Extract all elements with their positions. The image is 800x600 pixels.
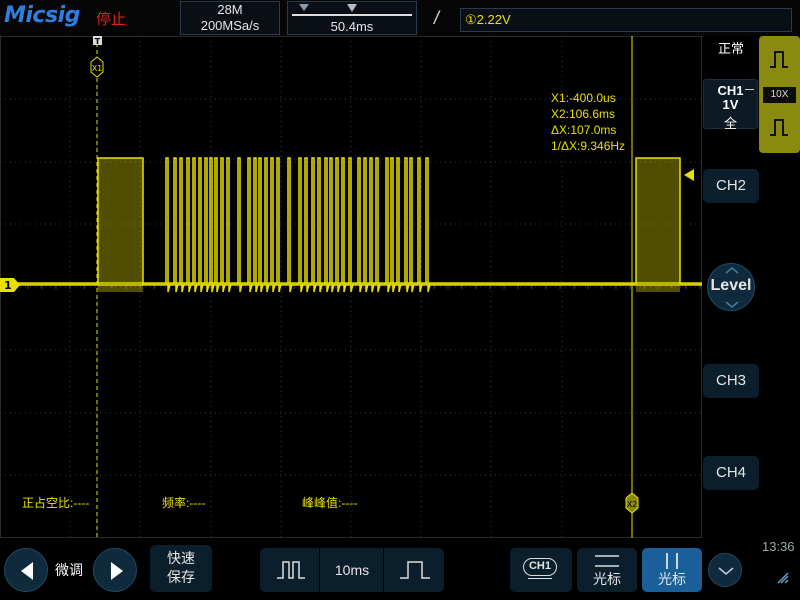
arrow-right-icon xyxy=(111,562,123,580)
cursor-readout-dx: ΔX:107.0ms xyxy=(551,123,617,137)
ch4-button[interactable]: CH4 xyxy=(703,456,759,490)
quick-save-label-1: 快速 xyxy=(167,550,195,566)
chevron-up-icon xyxy=(725,267,739,274)
clock: 13:36 xyxy=(762,539,795,554)
horizontal-cursor-button[interactable]: 光标 xyxy=(577,548,637,592)
cursor-x1-marker[interactable]: X1 xyxy=(90,56,104,78)
horizontal-cursor-icon xyxy=(595,555,619,567)
quick-save-label-2: 保存 xyxy=(167,569,195,585)
top-bar: Micsig 停止 28M 200MSa/s 50.4ms / ①2.22V xyxy=(0,0,800,36)
trigger-source: ① xyxy=(465,12,477,27)
trigger-level-box[interactable]: ①2.22V xyxy=(460,8,792,32)
trigger-position-marker[interactable]: T xyxy=(93,36,102,46)
probe-ratio[interactable]: 10X xyxy=(763,87,796,103)
horizontal-cursor-label: 光标 xyxy=(593,571,621,587)
waveform-display[interactable]: X1 T X2 1 xyxy=(0,36,702,538)
rising-edge-icon[interactable]: / xyxy=(434,8,440,28)
wide-pulse-icon xyxy=(400,561,430,579)
cursor-source-button[interactable]: CH1 xyxy=(510,548,572,592)
usb-icon xyxy=(777,572,789,584)
collapse-menu-button[interactable] xyxy=(708,553,742,587)
chevron-down-icon xyxy=(718,567,734,575)
dc-coupling-icon xyxy=(745,89,754,90)
memory-samplerate-box[interactable]: 28M 200MSa/s xyxy=(180,1,280,35)
time-slider-track xyxy=(292,14,412,16)
chevron-down-icon xyxy=(725,301,739,308)
memory-depth: 28M xyxy=(217,2,243,17)
cursor-readout-x1: X1:-400.0us xyxy=(551,91,616,105)
cursor-readout-freq: 1/ΔX:9.346Hz xyxy=(551,139,626,153)
pulse-icon[interactable] xyxy=(768,48,790,70)
ch2-button[interactable]: CH2 xyxy=(703,169,759,203)
brand-logo: Micsig xyxy=(4,3,80,28)
trigger-level-marker[interactable] xyxy=(684,169,694,181)
ch1-waveform xyxy=(0,157,702,293)
level-label: Level xyxy=(710,277,752,294)
cursor-readout-x2: X2:106.6ms xyxy=(551,107,616,121)
run-status[interactable]: 停止 xyxy=(96,11,127,28)
fine-adjust-label[interactable]: 微调 xyxy=(55,562,83,578)
measure-duty[interactable]: 正占空比:---- xyxy=(22,496,90,510)
sample-rate: 200MSa/s xyxy=(200,18,260,33)
timebase-value: 10ms xyxy=(334,562,370,578)
timebase-control: 10ms xyxy=(260,548,444,592)
memory-window-icon xyxy=(299,4,309,11)
narrow-pulse-icon xyxy=(277,561,305,579)
cursor-source-label: CH1 xyxy=(523,558,557,576)
trigger-level: 2.22V xyxy=(476,12,511,27)
svg-text:T: T xyxy=(95,37,101,46)
measure-peak-to-peak[interactable]: 峰峰值:---- xyxy=(302,496,358,510)
arrow-left-icon xyxy=(21,562,33,580)
cursor-x1-label: X1 xyxy=(92,64,103,73)
vertical-cursor-label: 光标 xyxy=(658,571,686,587)
vertical-cursor-icon xyxy=(666,553,678,569)
next-button[interactable] xyxy=(93,548,137,592)
level-knob[interactable]: Level xyxy=(707,263,755,311)
ch1-button[interactable]: CH1 1V 全 xyxy=(703,79,758,131)
ch3-button[interactable]: CH3 xyxy=(703,364,759,398)
time-position-value: 50.4ms xyxy=(330,19,374,34)
pulse-icon[interactable] xyxy=(768,116,790,138)
ch1-coupling: 全 xyxy=(723,116,737,131)
ch1-ground-marker[interactable]: 1 xyxy=(0,278,20,292)
cursor-x2-marker[interactable]: X2 xyxy=(625,492,639,514)
acquisition-mode[interactable]: 正常 xyxy=(718,41,745,56)
trigger-position-icon xyxy=(347,4,357,12)
quick-save-button[interactable]: 快速 保存 xyxy=(150,545,212,592)
ch1-label: CH1 xyxy=(717,83,744,98)
measure-frequency[interactable]: 频率:---- xyxy=(162,496,206,510)
ch1-scale: 1V xyxy=(722,97,739,112)
ch1-marker-label: 1 xyxy=(4,279,12,292)
vertical-cursor-button[interactable]: 光标 xyxy=(642,548,702,592)
cursor-x2-label: X2 xyxy=(627,500,638,509)
timebase-decrease-button[interactable] xyxy=(260,548,320,592)
underline xyxy=(528,578,552,579)
cursor-readout: X1:-400.0us X2:106.6ms ΔX:107.0ms 1/ΔX:9… xyxy=(551,90,625,154)
time-position-box[interactable]: 50.4ms xyxy=(287,1,417,35)
timebase-increase-button[interactable] xyxy=(383,548,444,592)
previous-button[interactable] xyxy=(4,548,48,592)
